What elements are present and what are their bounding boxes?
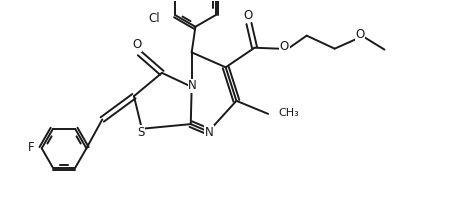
Text: N: N [188, 80, 197, 93]
Text: O: O [243, 9, 253, 22]
Text: N: N [205, 126, 214, 139]
Text: Cl: Cl [149, 12, 160, 25]
Text: S: S [137, 126, 145, 139]
Text: O: O [356, 28, 365, 41]
Text: F: F [28, 141, 35, 154]
Text: O: O [280, 40, 289, 53]
Text: O: O [132, 39, 141, 52]
Text: CH₃: CH₃ [278, 108, 299, 118]
